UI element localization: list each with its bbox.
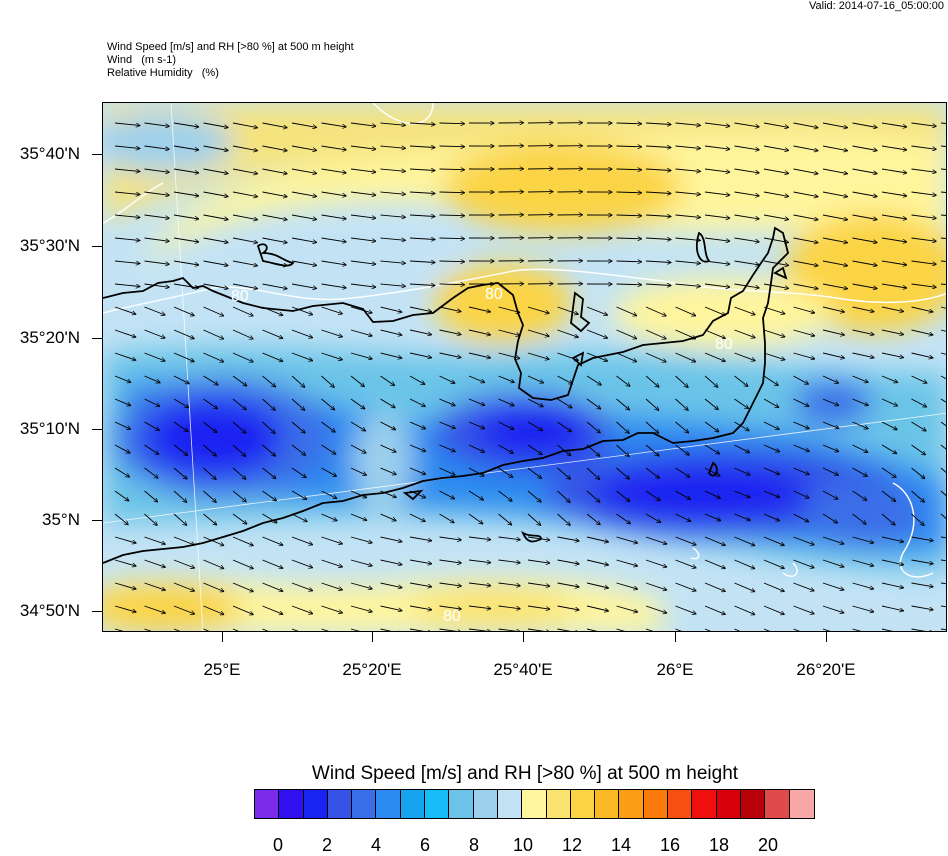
colorbar-swatch (279, 790, 303, 818)
colorbar-swatch (765, 790, 789, 818)
colorbar-tick-label: 20 (748, 835, 788, 856)
lat-label: 35°30'N (0, 236, 80, 256)
colorbar-tick-label: 8 (454, 835, 494, 856)
colorbar-swatch (571, 790, 595, 818)
headline-wind: Wind (m s-1) (107, 54, 354, 67)
legend-title: Wind Speed [m/s] and RH [>80 %] at 500 m… (0, 763, 948, 785)
lon-tick (523, 632, 524, 642)
lat-tick (92, 520, 102, 521)
contour-label-80: 80 (231, 288, 249, 305)
lat-tick (92, 154, 102, 155)
wind-speed-field (103, 103, 947, 632)
lon-tick (222, 632, 223, 642)
colorbar-swatch (401, 790, 425, 818)
colorbar-swatch (522, 790, 546, 818)
colorbar-tick-label: 16 (650, 835, 690, 856)
colorbar-tick-label: 2 (307, 835, 347, 856)
colorbar-tick-label: 6 (405, 835, 445, 856)
colorbar-swatch (425, 790, 449, 818)
valid-time: Valid: 2014-07-16_05:00:00 (809, 0, 944, 12)
contour-label-80: 80 (485, 286, 503, 303)
colorbar-swatch (255, 790, 279, 818)
colorbar-swatch (668, 790, 692, 818)
lat-tick (92, 429, 102, 430)
headline-wind-rh: Wind Speed [m/s] and RH [>80 %] at 500 m… (107, 41, 354, 54)
colorbar-swatch (547, 790, 571, 818)
plot-headlines: Wind Speed [m/s] and RH [>80 %] at 500 m… (107, 41, 354, 80)
lat-tick (92, 246, 102, 247)
colorbar-tick-label: 0 (258, 835, 298, 856)
colorbar-tick-label: 4 (356, 835, 396, 856)
lat-label: 35°N (0, 510, 80, 530)
colorbar-tick-label: 12 (552, 835, 592, 856)
map-panel: 80 80 80 80 (102, 102, 947, 632)
lon-label: 25°40'E (463, 660, 583, 680)
colorbar-swatch (328, 790, 352, 818)
colorbar-swatch (741, 790, 765, 818)
colorbar-swatch (790, 790, 814, 818)
colorbar-swatch (498, 790, 522, 818)
colorbar-swatch (474, 790, 498, 818)
colorbar-swatch (304, 790, 328, 818)
lon-label: 26°20'E (766, 660, 886, 680)
colorbar-swatch (376, 790, 400, 818)
map-svg: 80 80 80 80 (103, 103, 947, 632)
colorbar-tick-label: 18 (699, 835, 739, 856)
colorbar-swatch (692, 790, 716, 818)
lon-label: 25°E (162, 660, 282, 680)
lon-label: 25°20'E (312, 660, 432, 680)
colorbar-swatch (449, 790, 473, 818)
colorbar-swatch (644, 790, 668, 818)
colorbar (254, 789, 815, 819)
contour-label-80: 80 (443, 608, 461, 625)
lat-tick (92, 338, 102, 339)
lat-tick (92, 611, 102, 612)
contour-label-80: 80 (715, 336, 733, 353)
colorbar-swatch (619, 790, 643, 818)
lat-label: 35°10'N (0, 419, 80, 439)
lon-tick (675, 632, 676, 642)
lon-tick (372, 632, 373, 642)
lat-label: 35°40'N (0, 144, 80, 164)
headline-rh: Relative Humidity (%) (107, 67, 354, 80)
lat-label: 34°50'N (0, 601, 80, 621)
colorbar-swatch (717, 790, 741, 818)
colorbar-tick-label: 10 (503, 835, 543, 856)
lon-label: 26°E (615, 660, 735, 680)
lon-tick (826, 632, 827, 642)
colorbar-tick-label: 14 (601, 835, 641, 856)
colorbar-swatch (352, 790, 376, 818)
lat-label: 35°20'N (0, 328, 80, 348)
colorbar-swatch (595, 790, 619, 818)
